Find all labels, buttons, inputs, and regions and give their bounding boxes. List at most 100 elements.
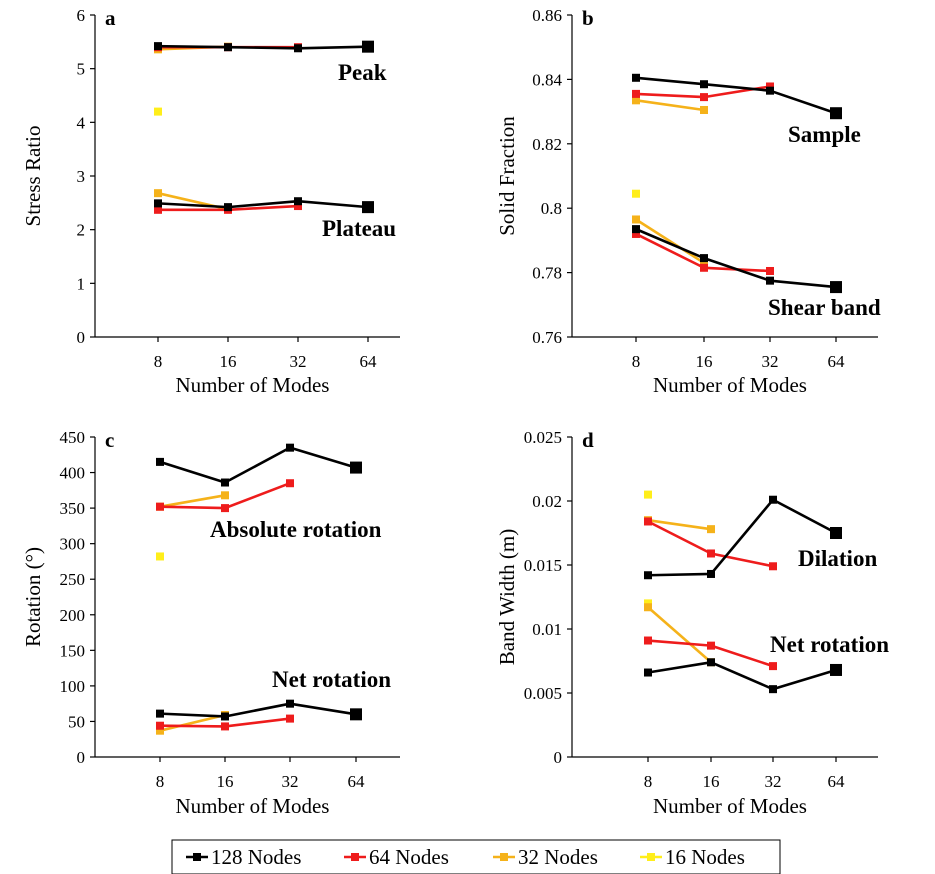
data-point [156,721,164,730]
series-32-nodes [644,603,715,667]
annotation-label: Absolute rotation [210,517,382,542]
data-point [644,571,652,580]
data-point [154,189,162,198]
data-point [286,699,294,708]
panel-c: 0 50 100 150 200 250 300 350 400 450 8 16 32 64 Number… [21,428,400,818]
data-point [769,562,777,571]
data-point [224,203,232,212]
series-64-nodes [644,517,777,571]
series-128-nodes [154,40,374,53]
x-tick-label: 32 [290,352,307,371]
series-128-nodes [632,73,842,120]
data-point [221,712,229,721]
y-tick-label: 200 [60,606,86,625]
annotation-label: Net rotation [770,632,889,657]
legend-item: 32 Nodes [493,845,598,869]
data-point [350,708,362,721]
data-point [154,42,162,51]
data-point [294,202,302,211]
data-point [766,86,774,95]
series-64-nodes [644,636,777,671]
y-axis-title: Stress Ratio [21,126,45,227]
series-line [159,702,357,718]
y-tick-label: 0.8 [541,199,562,218]
legend-swatch-marker [351,853,359,861]
x-tick-label: 8 [154,352,163,371]
legend-item: 64 Nodes [344,845,449,869]
x-axis-title: Number of Modes [176,373,330,397]
data-point [700,263,708,272]
data-point [644,636,652,645]
series-line [159,446,357,484]
y-tick-label: 0 [77,328,86,347]
x-tick-label: 64 [348,772,366,791]
legend-box [171,839,781,874]
data-point [286,479,294,488]
series-line [647,498,837,577]
data-point [154,199,162,208]
series-16-nodes [644,490,652,499]
data-point [156,709,164,718]
data-point [632,225,640,234]
data-point [830,663,842,676]
legend-swatch-marker [193,853,201,861]
annotation-label: Net rotation [272,667,391,692]
y-tick-label: 0.01 [532,620,562,639]
data-point [154,205,162,214]
y-axis-title: Band Width (m) [495,529,519,665]
y-tick-label: 400 [60,464,86,483]
data-point [221,491,229,500]
data-point [632,189,640,198]
series-16-nodes [632,189,640,198]
series-line [159,713,226,732]
data-point [707,549,715,558]
data-point [156,457,164,466]
data-point [644,603,652,612]
data-point [644,668,652,677]
data-point [700,254,708,263]
series-line [635,76,837,115]
y-tick-label: 300 [60,535,86,554]
x-tick-label: 16 [217,772,234,791]
y-tick-label: 2 [77,221,86,240]
data-point [766,276,774,285]
panel-d: 0 0.005 0.01 0.015 0.02 0.025 8 16 32 64 Number of… [495,428,889,818]
data-point [221,478,229,487]
data-point [766,82,774,91]
data-point [707,569,715,578]
x-tick-label: 16 [696,352,713,371]
data-point [707,658,715,667]
data-point [632,215,640,224]
y-tick-label: 0 [77,748,86,767]
x-tick-label: 64 [360,352,378,371]
y-tick-label: 0.86 [532,6,562,25]
annotation-label: Shear band [768,295,881,320]
data-point [769,685,777,694]
data-point [286,443,294,452]
x-tick-label: 16 [220,352,237,371]
series-64-nodes [632,82,774,102]
series-128-nodes [644,495,842,580]
x-tick-label: 32 [282,772,299,791]
x-tick-label: 16 [703,772,720,791]
data-point [830,107,842,120]
y-tick-label: 50 [68,712,85,731]
x-axis-title: Number of Modes [176,794,330,818]
x-tick-label: 8 [632,352,641,371]
x-tick-label: 8 [156,772,165,791]
data-point [632,73,640,82]
y-tick-label: 0.84 [532,70,562,89]
data-point [632,229,640,238]
annotation-label: Dilation [798,546,877,571]
series-16-nodes [154,107,162,116]
y-tick-label: 0.025 [524,428,562,447]
series-32-nodes [632,215,708,267]
y-tick-label: 6 [77,6,86,25]
y-tick-label: 0.76 [532,328,562,347]
series-64-nodes [632,229,774,275]
y-tick-label: 3 [77,167,86,186]
x-tick-label: 32 [765,772,782,791]
y-tick-label: 100 [60,677,86,696]
data-point [700,80,708,89]
legend-item: 128 Nodes [186,845,301,869]
